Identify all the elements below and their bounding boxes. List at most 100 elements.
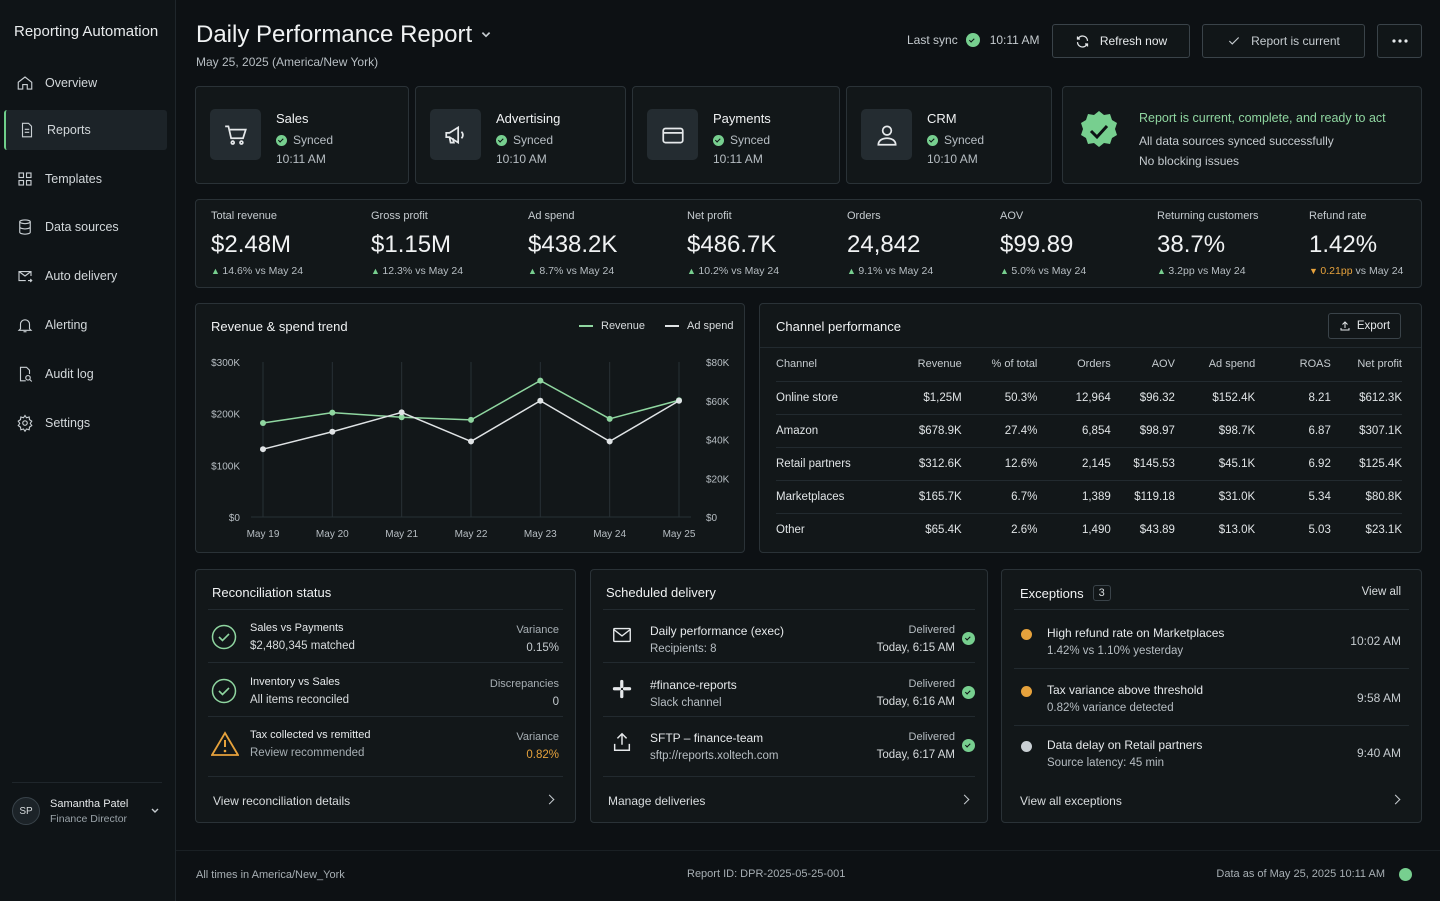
refresh-label: Refresh now [1099, 34, 1168, 48]
manage-deliveries-link[interactable]: Manage deliveries [608, 794, 706, 808]
exception-name: Data delay on Retail partners [1047, 738, 1203, 752]
column-header[interactable]: Ad spend [1174, 348, 1256, 382]
source-card-advertising[interactable]: Advertising Synced 10:10 AM [415, 86, 626, 184]
kpi-ad-spend[interactable]: Ad spend $438.2K ▲ 8.7% vs May 24 [528, 210, 617, 277]
kpi-total-revenue[interactable]: Total revenue $2.48M ▲ 14.6% vs May 24 [211, 210, 303, 277]
kpi-value: $486.7K [687, 231, 777, 258]
table-header-row: Channel Revenue% of total Orders AOV Ad spen… [776, 348, 1402, 382]
exceptions-title: Exceptions [1020, 585, 1084, 601]
reconciliation-detail: $2,480,345 matched [250, 640, 355, 652]
status-headline: Report is current, complete, and ready t… [1139, 111, 1386, 125]
chevron-down-icon[interactable] [480, 29, 492, 41]
kpi-returning-customers[interactable]: Returning customers 38.7% ▲ 3.2pp vs May 24 [1157, 210, 1259, 277]
table-cell: 1,490 [1081, 523, 1111, 536]
kpi-refund-rate[interactable]: Refund rate 1.42% ▼ 0.21pp vs May 24 [1309, 210, 1403, 277]
export-button[interactable]: Export [1328, 313, 1401, 339]
data-point [468, 438, 474, 445]
column-header[interactable]: Channel [776, 348, 880, 382]
reconciliation-item[interactable]: Sales vs Payments $2,480,345 matched Varia… [208, 610, 563, 663]
exception-item[interactable]: High refund rate on Marketplaces 1.42% vs… [1014, 613, 1409, 669]
reconciliation-item[interactable]: Tax collected vs remitted Review recommen… [208, 717, 563, 777]
exceptions-card: Exceptions 3 View all High refund rate o… [1001, 569, 1422, 823]
kpi-orders[interactable]: Orders 24,842 ▲ 9.1% vs May 24 [847, 210, 933, 277]
column-header[interactable]: Orders [1037, 348, 1111, 382]
column-header[interactable]: Revenue [879, 348, 962, 382]
y-left-tick-label: $300K [211, 358, 240, 369]
user-menu[interactable]: SP Samantha Patel Finance Director [12, 782, 162, 825]
column-header[interactable]: Net profit [1330, 348, 1402, 382]
nav-item-templates[interactable]: Templates [4, 159, 167, 199]
arrow-down-icon: ▼ [1309, 266, 1321, 276]
chevron-right-icon[interactable] [959, 794, 970, 805]
more-options-button[interactable] [1377, 24, 1422, 58]
data-point [606, 415, 613, 422]
table-row[interactable]: Online store $1,25M 50.3% 12,964 $96.32 $152.… [776, 381, 1402, 415]
delivery-status: Delivered [908, 624, 955, 636]
revenue-chart-card: Revenue & spend trend Revenue Ad spend M… [195, 303, 745, 553]
delivery-detail: Recipients: 8 [650, 643, 717, 655]
delivery-item[interactable]: SFTP – finance-team sftp://reports.xoltec… [603, 717, 975, 777]
delivery-item[interactable]: Daily performance (exec) Recipients: 8 Del… [603, 610, 975, 663]
reconciliation-item[interactable]: Inventory vs Sales All items reconciled Di… [208, 664, 563, 717]
nav-item-overview[interactable]: Overview [4, 63, 167, 103]
table-row[interactable]: Retail partners $312.6K 12.6% 2,145 $145.53 $… [776, 447, 1402, 481]
nav-item-settings[interactable]: Settings [4, 403, 167, 443]
column-header[interactable]: AOV [1110, 348, 1175, 382]
upload-icon [611, 731, 633, 756]
chevron-right-icon[interactable] [1390, 794, 1401, 805]
kpi-delta-compare: vs May 24 [1355, 265, 1404, 277]
table-cell: $65.4K [925, 523, 962, 536]
table-row[interactable]: Marketplaces $165.7K 6.7% 1,389 $119.18 $31.0… [776, 480, 1402, 514]
chevron-right-icon[interactable] [544, 794, 555, 805]
exception-detail: 0.82% variance detected [1047, 702, 1174, 714]
kpi-delta: ▲ 3.2pp vs May 24 [1157, 265, 1259, 277]
footer-data-as-of: Data as of May 25, 2025 10:11 AM [1216, 868, 1385, 880]
view-all-exceptions-link[interactable]: View all exceptions [1020, 794, 1122, 808]
table-cell: Retail partners [776, 447, 880, 481]
more-horizontal-icon [1391, 39, 1408, 43]
x-tick-label: May 24 [593, 529, 626, 540]
view-reconciliation-link[interactable]: View reconciliation details [213, 794, 351, 808]
nav-item-alerting[interactable]: Alerting [4, 305, 167, 345]
nav-item-audit-log[interactable]: Audit log [4, 354, 167, 394]
column-header[interactable]: ROAS [1255, 348, 1331, 382]
source-card-crm[interactable]: CRM Synced 10:10 AM [846, 86, 1052, 184]
exception-item[interactable]: Data delay on Retail partners Source late… [1014, 725, 1409, 779]
view-all-link[interactable]: View all [1361, 586, 1401, 598]
kpi-gross-profit[interactable]: Gross profit $1.15M ▲ 12.3% vs May 24 [371, 210, 463, 277]
page-title[interactable]: Daily Performance Report [196, 21, 492, 49]
check-circle-icon [962, 632, 975, 645]
table-cell: $119.18 [1110, 480, 1175, 514]
reconciliation-value: 0.15% [526, 642, 559, 654]
x-tick-label: May 25 [663, 529, 696, 540]
source-card-sales[interactable]: Sales Synced 10:11 AM [195, 86, 409, 184]
table-row[interactable]: Other $65.4K 2.6% 1,490 $43.89 $13.0K 5.03 $23.… [776, 513, 1402, 546]
nav-item-auto-delivery[interactable]: Auto delivery [4, 256, 167, 296]
kpi-label: Orders [847, 210, 881, 222]
table-cell: $98.97 [1110, 414, 1175, 448]
column-header[interactable]: % of total [961, 348, 1038, 382]
mail-send-icon [18, 270, 33, 283]
kpi-aov[interactable]: AOV $99.89 ▲ 5.0% vs May 24 [1000, 210, 1086, 277]
kpi-net-profit[interactable]: Net profit $486.7K ▲ 10.2% vs May 24 [687, 210, 779, 277]
nav-item-data-sources[interactable]: Data sources [4, 207, 167, 247]
exceptions-count-badge: 3 [1092, 585, 1111, 601]
exceptions-header: Exceptions 3 [1020, 585, 1111, 601]
footer: All times in America/New_York Report ID:… [176, 850, 1440, 901]
refresh-button[interactable]: Refresh now [1052, 24, 1190, 58]
source-card-payments[interactable]: Payments Synced 10:11 AM [632, 86, 840, 184]
report-current-button[interactable]: Report is current [1202, 24, 1365, 58]
exception-item[interactable]: Tax variance above threshold 0.82% varian… [1014, 670, 1409, 726]
chevron-down-icon[interactable] [150, 806, 160, 816]
table-row[interactable]: Amazon $678.9K 27.4% 6,854 $98.97 $98.7K 6.87 $… [776, 414, 1402, 448]
delivery-item[interactable]: #finance-reports Slack channel Delivered To… [603, 664, 975, 717]
kpi-value: $2.48M [211, 231, 292, 258]
data-point [260, 446, 266, 453]
nav-item-reports[interactable]: Reports [4, 110, 167, 150]
kpi-delta: ▲ 5.0% vs May 24 [1000, 265, 1086, 277]
reconciliation-metric: Variance [516, 624, 559, 636]
kpi-value: $1.15M [371, 231, 452, 258]
severity-dot [1021, 629, 1032, 640]
table-cell: 12,964 [1037, 381, 1111, 415]
y-right-tick-label: $80K [706, 358, 730, 369]
